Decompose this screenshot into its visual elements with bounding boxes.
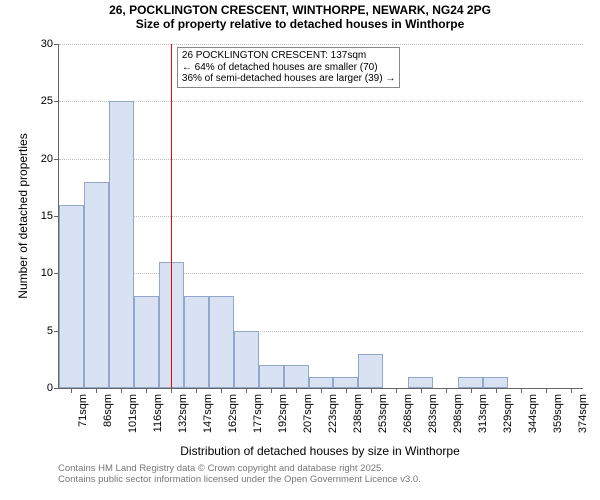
xtick-label: 223sqm [325,394,339,433]
histogram-bar [284,365,309,388]
gridline [59,273,583,274]
xtick-label: 147sqm [200,394,214,433]
xtick-mark [271,388,272,393]
xtick-label: 207sqm [300,394,314,433]
histogram-bar [134,296,159,388]
xtick-label: 162sqm [225,394,239,433]
ytick-label: 30 [41,38,59,50]
ytick-label: 20 [41,153,59,165]
xtick-label: 192sqm [275,394,289,433]
histogram-bar [184,296,209,388]
xtick-mark [421,388,422,393]
ytick-label: 10 [41,267,59,279]
xtick-mark [571,388,572,393]
histogram-bar [333,377,358,388]
xtick-label: 298sqm [450,394,464,433]
ytick-label: 0 [47,382,59,394]
page-title-2: Size of property relative to detached ho… [0,18,600,32]
x-axis-label: Distribution of detached houses by size … [180,444,460,458]
xtick-mark [96,388,97,393]
xtick-label: 253sqm [375,394,389,433]
histogram-bar [309,377,334,388]
ytick-label: 15 [41,210,59,222]
xtick-mark [296,388,297,393]
histogram-bar [358,354,383,388]
histogram-bar [408,377,433,388]
ytick-label: 5 [47,325,59,337]
xtick-label: 116sqm [150,394,164,432]
xtick-mark [71,388,72,393]
xtick-mark [546,388,547,393]
annotation-line: ← 64% of detached houses are smaller (70… [182,62,395,74]
xtick-mark [446,388,447,393]
xtick-mark [471,388,472,393]
xtick-label: 283sqm [425,394,439,433]
gridline [59,101,583,102]
annotation-line: 26 POCKLINGTON CRESCENT: 137sqm [182,50,395,62]
attribution-line-2: Contains public sector information licen… [58,475,421,486]
histogram-bar [109,101,134,388]
gridline [59,44,583,45]
xtick-label: 329sqm [500,394,514,433]
xtick-mark [246,388,247,393]
histogram-bar [483,377,508,388]
histogram-bar [84,182,109,388]
xtick-mark [346,388,347,393]
xtick-label: 132sqm [175,394,189,433]
xtick-mark [121,388,122,393]
xtick-mark [371,388,372,393]
annotation-line: 36% of semi-detached houses are larger (… [182,73,395,85]
xtick-mark [496,388,497,393]
xtick-label: 101sqm [125,394,139,433]
page-title-1: 26, POCKLINGTON CRESCENT, WINTHORPE, NEW… [0,0,600,18]
ytick-label: 25 [41,95,59,107]
reference-line [171,44,172,388]
xtick-label: 359sqm [550,394,564,433]
gridline [59,159,583,160]
histogram-bar [59,205,84,388]
xtick-label: 71sqm [75,394,89,427]
xtick-mark [521,388,522,393]
xtick-mark [221,388,222,393]
xtick-mark [321,388,322,393]
xtick-label: 344sqm [525,394,539,433]
annotation-box: 26 POCKLINGTON CRESCENT: 137sqm← 64% of … [177,47,400,88]
y-axis-label: Number of detached properties [16,133,30,298]
xtick-label: 268sqm [400,394,414,433]
histogram-bar [458,377,483,388]
xtick-label: 313sqm [475,394,489,433]
gridline [59,216,583,217]
xtick-mark [396,388,397,393]
xtick-label: 177sqm [250,394,264,433]
histogram-bar [259,365,284,388]
attribution-text: Contains HM Land Registry data © Crown c… [58,464,421,486]
xtick-label: 238sqm [350,394,364,433]
xtick-mark [146,388,147,393]
histogram-plot: 05101520253071sqm86sqm101sqm116sqm132sqm… [58,44,583,389]
xtick-label: 86sqm [100,394,114,427]
histogram-bar [209,296,234,388]
xtick-mark [196,388,197,393]
histogram-bar [234,331,259,388]
xtick-mark [171,388,172,393]
xtick-label: 374sqm [575,394,589,433]
